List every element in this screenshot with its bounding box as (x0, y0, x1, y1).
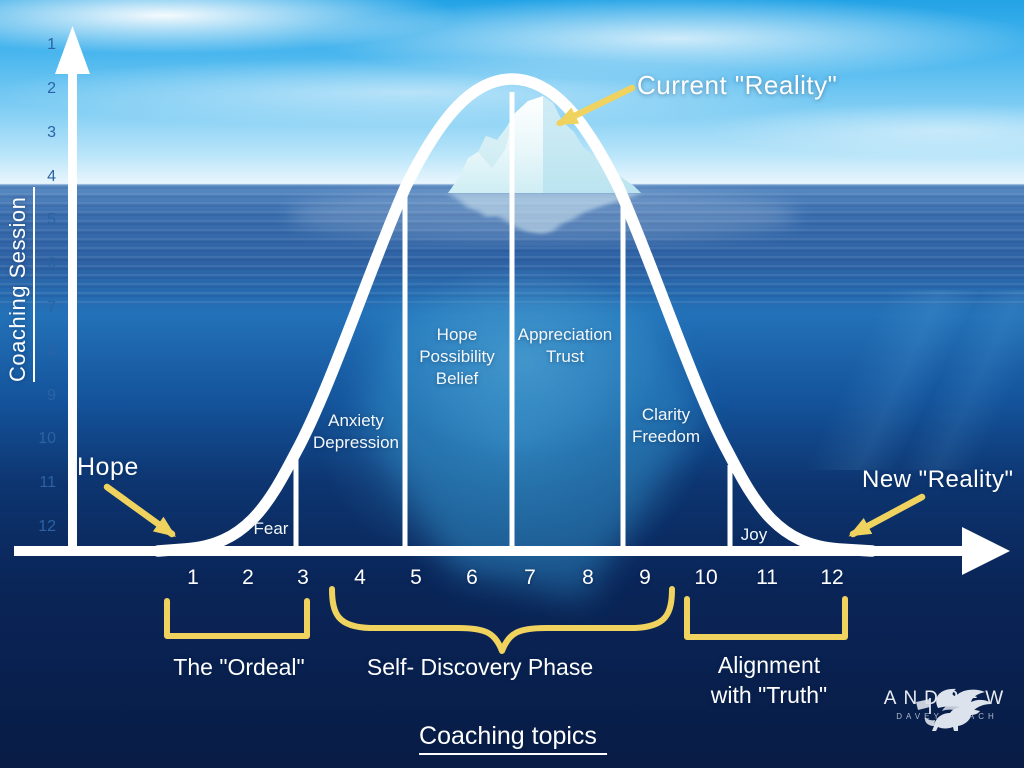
stage-label-clarity-freedom: Clarity Freedom (632, 404, 700, 448)
phase-discovery: Self- Discovery Phase (366, 654, 594, 680)
y-axis (55, 26, 90, 556)
brand-logo: ANDREW DAVEY COACH (872, 686, 1022, 731)
new-reality-callout: New "Reality" (862, 466, 1014, 493)
y-tick-5: 5 (47, 211, 56, 229)
y-tick-3: 3 (47, 123, 56, 141)
y-tick-9: 9 (47, 386, 56, 404)
y-tick-1: 1 (47, 36, 56, 53)
y-tick-6: 6 (47, 255, 56, 273)
phase-alignment-line1: Alignment (717, 652, 821, 678)
x-tick-6: 6 (466, 566, 478, 589)
x-axis-arrowhead (962, 527, 1010, 575)
stage-label-clarity-line1: Clarity (641, 405, 691, 424)
x-tick-2: 2 (242, 566, 254, 589)
phase-ordeal: The "Ordeal" (173, 654, 305, 680)
x-tick-5: 5 (410, 566, 422, 589)
stage-label-hope-line2: Possibility (419, 347, 495, 366)
y-tick-8: 8 (47, 342, 56, 360)
y-axis-label: Coaching Session (5, 186, 35, 382)
stage-label-appreciation-line2: Trust (545, 347, 585, 366)
ordeal-bracket (164, 598, 310, 639)
x-tick-10: 10 (694, 566, 718, 589)
stage-label-anxiety: Anxiety Depression (313, 410, 399, 454)
x-tick-7: 7 (524, 566, 536, 589)
stage-label-hope-line1: Hope (436, 325, 478, 344)
stage-label-anxiety-line2: Depression (313, 433, 399, 452)
new-reality-arrow (848, 493, 926, 538)
stage-label-joy: Joy (740, 525, 768, 544)
x-tick-12: 12 (820, 566, 844, 589)
current-reality-arrow (555, 84, 636, 127)
y-tick-7: 7 (47, 298, 56, 316)
hope-arrow (103, 483, 177, 538)
stage-label-appreciation-trust: Appreciation Trust (518, 324, 613, 368)
y-tick-11: 11 (39, 474, 56, 492)
x-tick-4: 4 (354, 566, 366, 589)
stage-divider-lines (293, 92, 733, 546)
x-tick-9: 9 (639, 566, 651, 589)
underwater-light-rays (620, 290, 1024, 470)
x-tick-3: 3 (297, 566, 309, 589)
logo-griffin-icon (916, 688, 992, 731)
y-tick-10: 10 (38, 430, 56, 448)
phase-alignment-line2: with "Truth" (710, 682, 828, 708)
hope-callout: Hope (77, 453, 139, 481)
stage-label-appreciation-line1: Appreciation (517, 325, 613, 344)
x-axis-caption-text: Coaching topics (419, 722, 607, 755)
y-tick-4: 4 (47, 167, 56, 185)
y-axis-arrowhead (55, 26, 90, 74)
x-tick-11: 11 (756, 566, 778, 589)
stage-label-fear: Fear (253, 519, 289, 538)
alignment-bracket (684, 596, 848, 640)
submerged-iceberg (365, 300, 700, 600)
stage-label-hope-possibility-belief: Hope Possibility Belief (419, 324, 495, 390)
y-axis-label-text: Coaching Session (5, 186, 35, 382)
discovery-brace (329, 586, 675, 654)
y-tick-12: 12 (38, 518, 56, 535)
bell-curve (152, 73, 878, 557)
iceberg-reflection (448, 193, 641, 235)
x-axis (14, 527, 1010, 575)
x-axis-caption: Coaching topics (419, 722, 607, 755)
x-tick-8: 8 (582, 566, 594, 589)
callout-arrows (103, 84, 926, 538)
stage-label-hope-line3: Belief (435, 369, 479, 388)
x-tick-1: 1 (187, 566, 199, 589)
phase-brackets (164, 586, 848, 654)
stage-label-clarity-line2: Freedom (631, 427, 701, 446)
y-tick-2: 2 (47, 79, 56, 97)
stage-label-anxiety-line1: Anxiety (328, 411, 384, 430)
iceberg-icon (448, 96, 641, 193)
phase-alignment: Alignment with "Truth" (711, 650, 827, 710)
current-reality-callout: Current "Reality" (637, 70, 838, 100)
